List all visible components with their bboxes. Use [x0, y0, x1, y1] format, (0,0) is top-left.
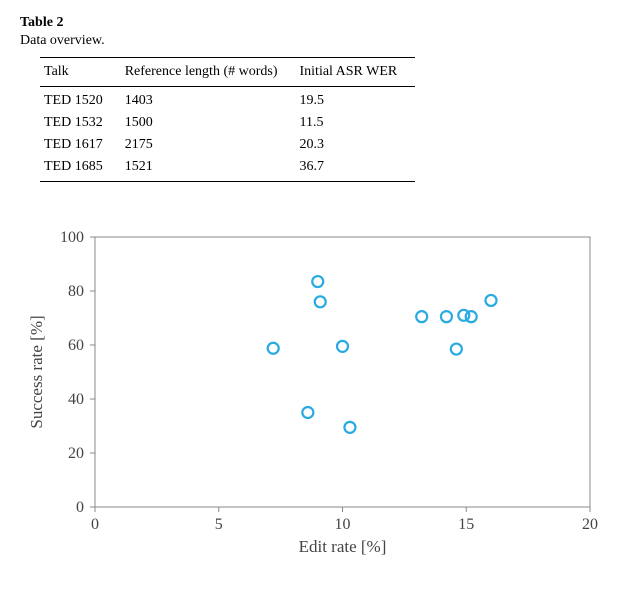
- scatter-marker: [302, 407, 313, 418]
- x-tick-label: 5: [215, 516, 223, 533]
- table-label: Table 2: [20, 15, 620, 31]
- scatter-marker: [486, 295, 497, 306]
- table-cell: TED 1520: [40, 87, 121, 113]
- col-reflen: Reference length (# words): [121, 58, 296, 87]
- table-header-row: Talk Reference length (# words) Initial …: [40, 58, 415, 87]
- x-tick-label: 20: [582, 516, 598, 533]
- table-cell: 1500: [121, 112, 296, 134]
- table-cell: TED 1532: [40, 112, 121, 134]
- scatter-marker: [451, 344, 462, 355]
- y-tick-label: 0: [76, 499, 84, 516]
- scatter-marker: [268, 343, 279, 354]
- table-cell: TED 1685: [40, 156, 121, 182]
- col-talk: Talk: [40, 58, 121, 87]
- table-cell: 20.3: [296, 134, 416, 156]
- y-tick-label: 40: [68, 391, 84, 408]
- scatter-marker: [312, 276, 323, 287]
- table-body: TED 1520140319.5TED 1532150011.5TED 1617…: [40, 87, 415, 182]
- table-row: TED 1685152136.7: [40, 156, 415, 182]
- x-tick-label: 10: [335, 516, 351, 533]
- y-tick-label: 100: [60, 229, 84, 246]
- x-tick-label: 0: [91, 516, 99, 533]
- y-tick-label: 80: [68, 283, 84, 300]
- table-cell: 2175: [121, 134, 296, 156]
- scatter-marker: [441, 311, 452, 322]
- y-tick-label: 60: [68, 337, 84, 354]
- table-cell: 1521: [121, 156, 296, 182]
- table-cell: 11.5: [296, 112, 416, 134]
- scatter-marker: [466, 311, 477, 322]
- chart-svg: 0 5 10 15 20 0 20 40 60 80 100 Edit rate [%] Success…: [20, 222, 610, 562]
- x-axis-label: Edit rate [%]: [299, 537, 387, 556]
- data-table: Talk Reference length (# words) Initial …: [40, 57, 415, 182]
- table-row: TED 1617217520.3: [40, 134, 415, 156]
- x-tick-label: 15: [458, 516, 474, 533]
- scatter-marker: [344, 422, 355, 433]
- table-cell: TED 1617: [40, 134, 121, 156]
- table-cell: 19.5: [296, 87, 416, 113]
- col-wer: Initial ASR WER: [296, 58, 416, 87]
- table-cell: 1403: [121, 87, 296, 113]
- scatter-marker: [337, 341, 348, 352]
- scatter-marker: [315, 296, 326, 307]
- table-cell: 36.7: [296, 156, 416, 182]
- axis-box: [95, 237, 590, 507]
- table-row: TED 1520140319.5: [40, 87, 415, 113]
- scatter-chart: 0 5 10 15 20 0 20 40 60 80 100 Edit rate [%] Success…: [20, 222, 620, 562]
- table-caption: Data overview.: [20, 33, 620, 49]
- y-axis-label: Success rate [%]: [27, 315, 46, 428]
- table-row: TED 1532150011.5: [40, 112, 415, 134]
- y-tick-label: 20: [68, 445, 84, 462]
- scatter-marker: [416, 311, 427, 322]
